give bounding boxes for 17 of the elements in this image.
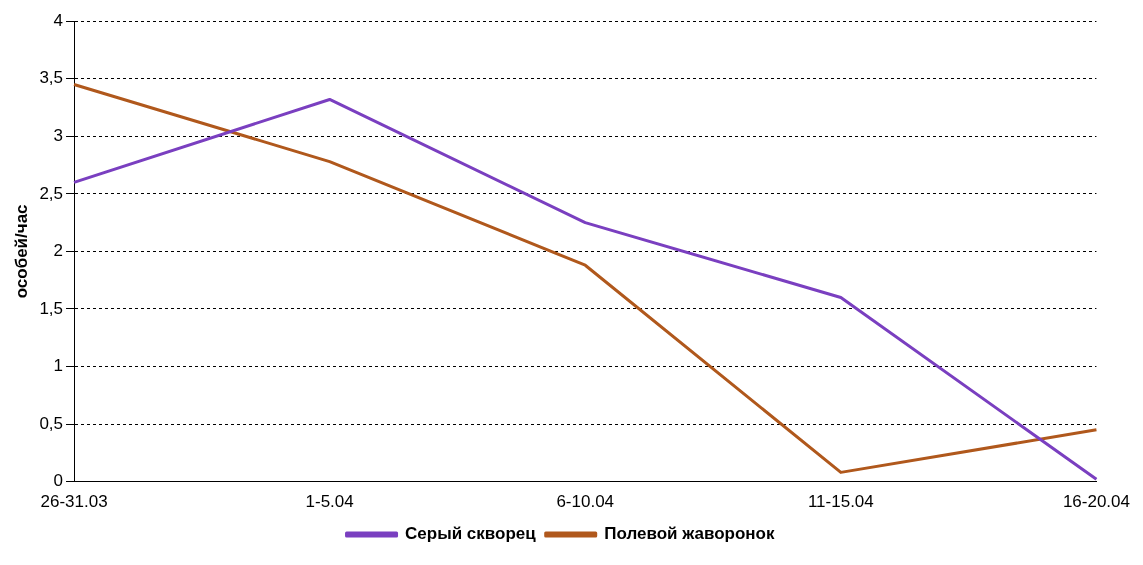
y-tick-label: 2 (53, 241, 64, 261)
y-tick-label: 1 (53, 356, 64, 376)
y-tick-label: 4 (53, 10, 64, 30)
legend-label: Полевой жаворонок (604, 524, 775, 544)
y-axis-title: особей/час (11, 204, 31, 299)
y-tick-label: 2,5 (39, 183, 64, 203)
y-tick-label: 3 (53, 125, 64, 145)
y-tick-label: 0,5 (39, 413, 64, 433)
y-tick-label: 3,5 (39, 68, 64, 88)
x-tick-label: 6-10.04 (556, 492, 615, 512)
x-tick-label: 16-20.04 (1062, 492, 1131, 512)
legend-label: Серый скворец (405, 524, 537, 544)
y-tick-label: 1,5 (39, 298, 64, 318)
y-tick-label: 0 (53, 471, 64, 491)
x-tick-label: 1-5.04 (305, 492, 354, 512)
x-tick-label: 26-31.03 (40, 492, 108, 512)
x-tick-label: 11-15.04 (807, 492, 874, 512)
